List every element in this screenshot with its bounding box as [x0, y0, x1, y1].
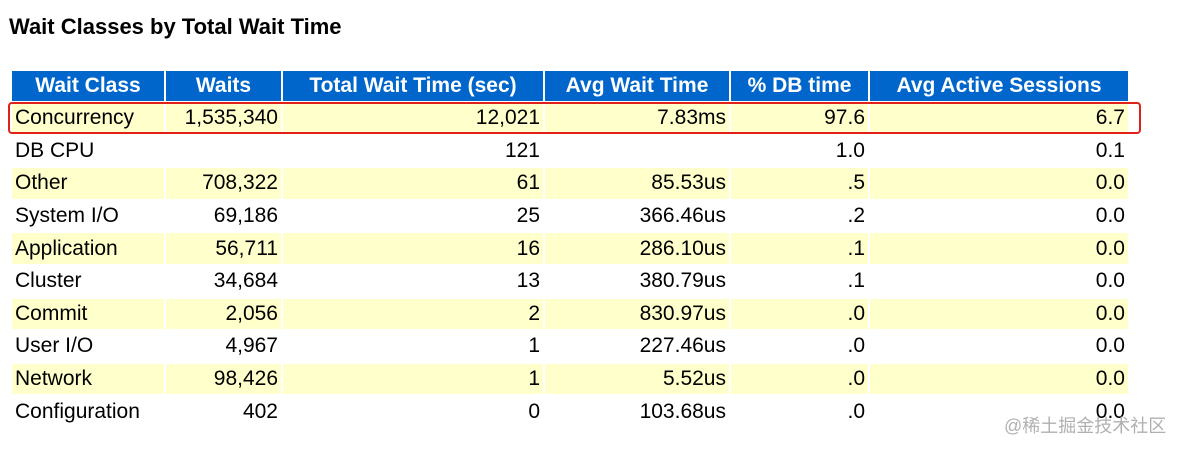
table-cell: 34,684	[213, 269, 278, 293]
table-header-row: Wait Class Waits Total Wait Time (sec) Avg …	[12, 71, 1128, 101]
table-cell: 366.46us	[639, 204, 726, 228]
table-cell: .5	[731, 168, 868, 199]
table-cell: .1	[731, 233, 868, 264]
column-header: Avg Active Sessions	[870, 71, 1128, 101]
table-row: Commit 2,056 2 830.97us .0 0.0	[12, 298, 1128, 330]
table-cell: 1	[528, 334, 540, 358]
table-cell: Application	[12, 233, 164, 264]
table-cell: Cluster	[15, 269, 82, 293]
table-cell: Network	[12, 363, 164, 395]
table-cell	[545, 136, 729, 167]
table-cell: 0.0	[1095, 334, 1125, 358]
table-cell: .0	[731, 363, 868, 395]
table-cell: 0.0	[870, 298, 1128, 330]
table-row: Other 708,322 61 85.53us .5 0.0	[12, 168, 1128, 199]
table-cell: Other	[12, 168, 164, 199]
table-cell: 98,426	[166, 363, 281, 395]
table-cell: .0	[731, 298, 868, 330]
table-cell: 708,322	[166, 168, 281, 199]
table-row: DB CPU 121 1.0 0.1	[12, 136, 1128, 167]
wait-class-table: Wait Class Waits Total Wait Time (sec) Avg …	[10, 69, 1130, 429]
table-cell: 0.0	[870, 363, 1128, 395]
table-cell: 830.97us	[545, 298, 729, 330]
table-cell: 6.7	[870, 103, 1128, 134]
table-cell: 103.68us	[639, 399, 726, 423]
table-cell: 1.0	[835, 138, 865, 162]
table-cell: 0.0	[870, 168, 1128, 199]
table-cell: User I/O	[15, 334, 94, 358]
table-cell: 0.1	[1095, 138, 1125, 162]
table-cell: 0.0	[1095, 204, 1125, 228]
table-cell	[166, 136, 281, 167]
table-cell: DB CPU	[15, 138, 95, 162]
table-cell: Concurrency	[12, 103, 164, 134]
table-row: Application 56,711 16 286.10us .1 0.0	[12, 233, 1128, 264]
section-title: Wait Classes by Total Wait Time	[9, 14, 342, 39]
table-row: Network 98,426 1 5.52us .0 0.0	[12, 363, 1128, 395]
table-cell: 227.46us	[639, 334, 726, 358]
table-cell: .2	[847, 204, 865, 228]
table-cell: 69,186	[213, 204, 278, 228]
column-header: Avg Wait Time	[545, 71, 729, 101]
table-cell: 7.83ms	[545, 103, 729, 134]
table-cell: 12,021	[283, 103, 543, 134]
table-row: System I/O 69,186 25 366.46us .2 0.0	[12, 201, 1128, 232]
table-cell: 13	[516, 269, 540, 293]
table-cell: 402	[242, 399, 278, 423]
table-cell: 121	[504, 138, 540, 162]
table-cell: 4,967	[225, 334, 278, 358]
table-cell: .0	[847, 399, 865, 423]
column-header: Total Wait Time (sec)	[283, 71, 543, 101]
table-cell: 2	[283, 298, 543, 330]
table-cell: 25	[516, 204, 540, 228]
table-cell: .0	[847, 334, 865, 358]
table-row: Concurrency 1,535,340 12,021 7.83ms 97.6 6.7	[12, 103, 1128, 134]
table-cell: 0.0	[1095, 269, 1125, 293]
table-cell: System I/O	[15, 204, 119, 228]
table-cell: 380.79us	[639, 269, 726, 293]
table-cell: 2,056	[166, 298, 281, 330]
table-cell: 85.53us	[545, 168, 729, 199]
table-cell: 61	[283, 168, 543, 199]
table-cell: 97.6	[731, 103, 868, 134]
watermark: @稀土掘金技术社区	[1004, 416, 1167, 436]
table-cell: 0.0	[1095, 399, 1125, 423]
table-row: Configuration 402 0 103.68us .0 0.0	[12, 396, 1128, 427]
column-header: Waits	[166, 71, 281, 101]
table-cell: Commit	[12, 298, 164, 330]
column-header: % DB time	[731, 71, 868, 101]
table-cell: 0	[528, 399, 540, 423]
table-cell: 1	[283, 363, 543, 395]
table-row: Cluster 34,684 13 380.79us .1 0.0	[12, 266, 1128, 297]
column-header: Wait Class	[12, 71, 164, 101]
table-cell: 0.0	[870, 233, 1128, 264]
table-row: User I/O 4,967 1 227.46us .0 0.0	[12, 331, 1128, 362]
table-cell: 5.52us	[545, 363, 729, 395]
table-cell: 1,535,340	[166, 103, 281, 134]
table-cell: 56,711	[166, 233, 281, 264]
table-cell: 286.10us	[545, 233, 729, 264]
table-cell: Configuration	[15, 399, 140, 423]
table-cell: 16	[283, 233, 543, 264]
table-cell: .1	[847, 269, 865, 293]
